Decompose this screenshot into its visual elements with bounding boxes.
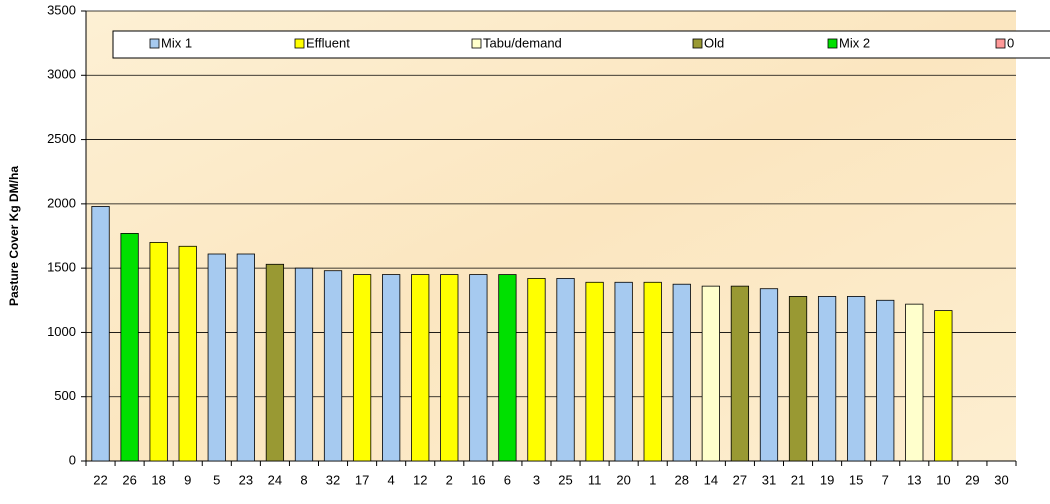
legend-label: Old <box>704 35 724 50</box>
bar <box>730 285 750 462</box>
legend-swatch <box>471 38 482 49</box>
legend-label: Effluent <box>306 35 350 50</box>
x-tick-label: 14 <box>704 472 718 487</box>
x-tick-label: 25 <box>558 472 572 487</box>
bar <box>817 296 837 462</box>
legend-swatch <box>827 38 838 49</box>
bar <box>178 245 197 462</box>
bar <box>120 233 139 462</box>
x-tick-label: 21 <box>791 472 805 487</box>
bar <box>294 267 314 462</box>
x-tick-label: 23 <box>239 472 253 487</box>
x-tick-label: 22 <box>93 472 107 487</box>
y-tick-label: 1500 <box>47 260 76 275</box>
x-tick-label: 12 <box>413 472 427 487</box>
x-tick-label: 10 <box>936 472 950 487</box>
x-tick-label: 8 <box>300 472 307 487</box>
bar <box>411 274 430 462</box>
bar <box>847 296 866 462</box>
bar <box>498 274 517 462</box>
bar <box>440 274 459 462</box>
x-tick-label: 19 <box>820 472 834 487</box>
bar <box>759 288 779 462</box>
bar <box>382 274 401 462</box>
legend-label: 0 <box>1007 35 1014 50</box>
legend-label: Mix 2 <box>839 35 870 50</box>
y-tick-label: 0 <box>69 452 76 467</box>
bar <box>556 278 575 462</box>
x-tick-label: 6 <box>504 472 511 487</box>
bar <box>323 270 343 462</box>
y-tick-label: 3000 <box>47 67 76 82</box>
bar <box>265 263 285 462</box>
x-tick-label: 29 <box>965 472 979 487</box>
bar <box>876 299 895 462</box>
legend-label: Mix 1 <box>161 35 192 50</box>
y-tick-label: 3500 <box>47 2 76 17</box>
bar <box>469 274 488 462</box>
x-tick-label: 27 <box>733 472 747 487</box>
legend <box>112 30 1050 59</box>
x-tick-label: 26 <box>122 472 136 487</box>
bar <box>905 303 924 462</box>
x-tick-label: 31 <box>762 472 776 487</box>
bar <box>149 242 168 462</box>
x-tick-label: 30 <box>994 472 1008 487</box>
legend-swatch <box>692 38 703 49</box>
x-tick-label: 32 <box>326 472 340 487</box>
x-tick-label: 11 <box>588 472 602 487</box>
bar <box>788 296 808 462</box>
legend-label: Tabu/demand <box>483 35 562 50</box>
y-tick-label: 500 <box>54 388 76 403</box>
y-tick-label: 2000 <box>47 195 76 210</box>
x-tick-label: 17 <box>355 472 369 487</box>
bar <box>672 283 691 462</box>
bar <box>643 281 662 462</box>
x-tick-label: 9 <box>184 472 191 487</box>
x-tick-label: 15 <box>849 472 863 487</box>
y-tick-label: 1000 <box>47 324 76 339</box>
x-tick-label: 20 <box>616 472 630 487</box>
legend-swatch <box>149 38 160 49</box>
legend-swatch <box>995 38 1006 49</box>
x-tick-label: 1 <box>649 472 656 487</box>
bar <box>934 310 953 462</box>
bar <box>236 253 255 462</box>
x-tick-label: 3 <box>533 472 540 487</box>
bar <box>585 281 604 462</box>
bar <box>352 274 372 462</box>
x-tick-label: 18 <box>151 472 165 487</box>
x-tick-label: 28 <box>675 472 689 487</box>
bar <box>527 278 546 462</box>
bar <box>701 285 720 462</box>
x-tick-label: 16 <box>471 472 485 487</box>
legend-swatch <box>294 38 305 49</box>
x-tick-label: 13 <box>907 472 921 487</box>
x-tick-label: 5 <box>213 472 220 487</box>
x-tick-label: 2 <box>446 472 453 487</box>
x-tick-label: 7 <box>882 472 889 487</box>
x-tick-label: 24 <box>268 472 282 487</box>
bar <box>91 206 110 462</box>
y-tick-label: 2500 <box>47 131 76 146</box>
y-axis-label: Pasture Cover Kg DM/ha <box>7 166 21 306</box>
bar <box>207 253 226 462</box>
bar <box>614 281 633 462</box>
x-tick-label: 4 <box>388 472 395 487</box>
